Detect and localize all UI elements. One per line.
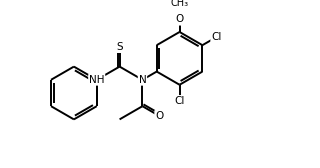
Text: S: S [116, 42, 123, 52]
Text: NH: NH [89, 75, 105, 85]
Text: N: N [139, 75, 146, 85]
Text: O: O [155, 111, 164, 121]
Text: O: O [175, 14, 184, 25]
Text: CH₃: CH₃ [171, 0, 188, 8]
Text: Cl: Cl [211, 32, 221, 42]
Text: O: O [175, 14, 184, 25]
Text: Cl: Cl [174, 96, 185, 106]
